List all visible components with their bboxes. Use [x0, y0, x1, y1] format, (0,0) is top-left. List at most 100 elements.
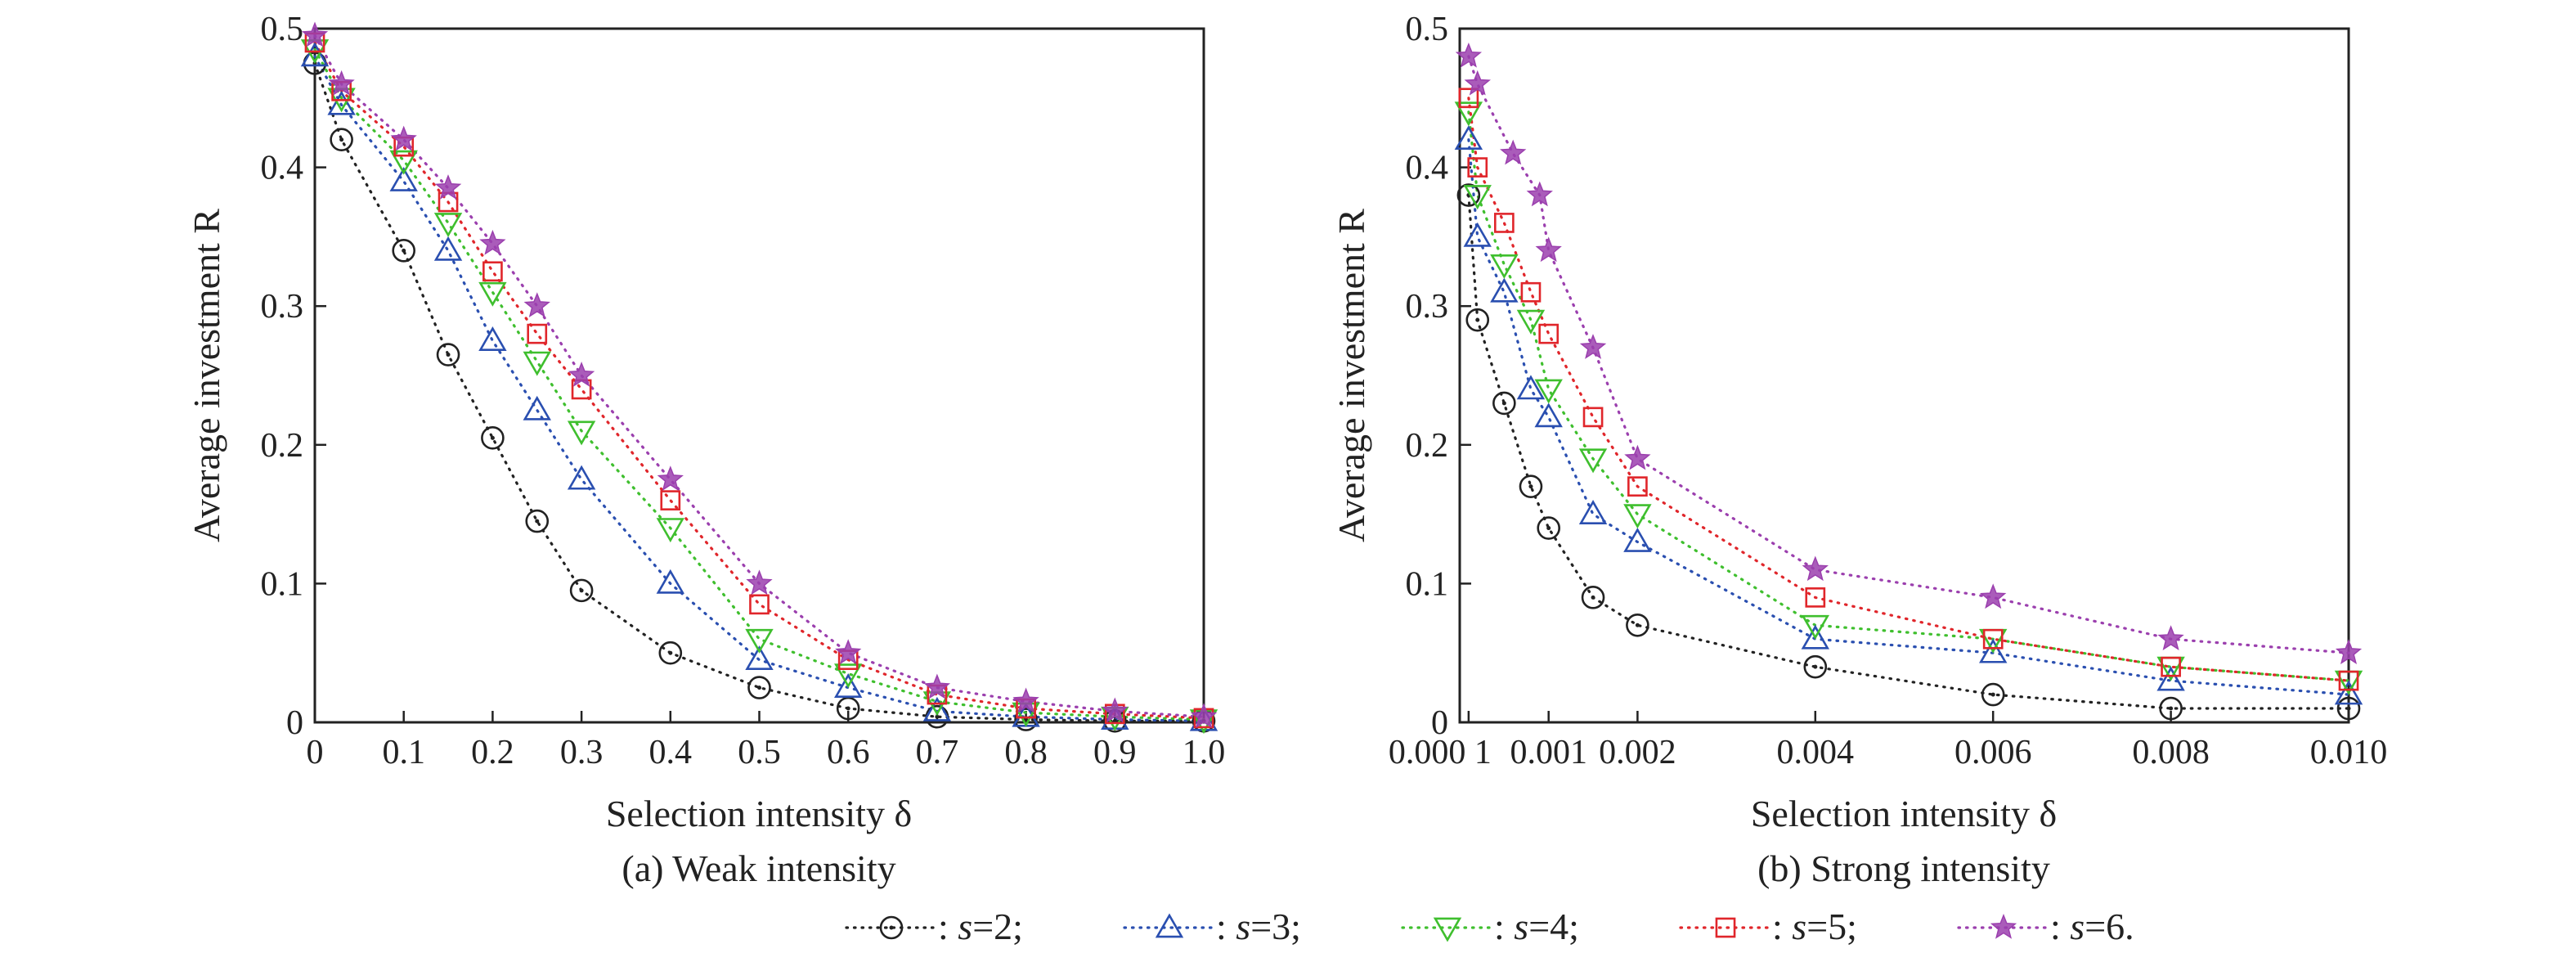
series-markers-a — [300, 21, 1218, 735]
x-tick-label: 0.1 — [382, 734, 425, 771]
data-point-s-2 — [1581, 586, 1605, 609]
data-point-s-3 — [567, 465, 596, 490]
data-point-s-4 — [433, 213, 463, 237]
data-point-s-2 — [330, 128, 353, 151]
data-point-s-3 — [922, 696, 952, 722]
data-point-s-5 — [482, 261, 503, 282]
data-point-s-3 — [1801, 624, 1829, 650]
data-point-s-6 — [1012, 687, 1039, 713]
data-point-s-2 — [1803, 654, 1828, 679]
data-point-s-4 — [1490, 254, 1519, 279]
data-point-s-6 — [328, 70, 355, 96]
series-line-s-3 — [1467, 138, 2350, 696]
data-point-s-2 — [392, 239, 416, 263]
series-line-s-4 — [1467, 110, 2350, 682]
data-point-s-6 — [1579, 334, 1607, 359]
x-tick-label: 0.000 1 — [1389, 734, 1492, 771]
series-markers-b — [1454, 42, 2363, 721]
legend-item: : s=2; — [845, 906, 1023, 947]
data-point-s-6 — [1980, 583, 2007, 609]
y-axis-label-a: Average investment R — [186, 209, 227, 542]
data-point-s-2 — [658, 641, 683, 665]
legend-label: : s=3; — [1216, 906, 1301, 947]
x-tick-label: 0.6 — [827, 734, 870, 771]
data-point-s-6 — [479, 229, 506, 255]
data-point-s-5 — [2338, 670, 2359, 691]
axis-ticks-a: 0 0.1 0.2 0.3 0.4 0.5 0 0.1 0.2 0.3 0.4 0.5 0.6 0.7 0.… — [261, 11, 1226, 771]
legend-variable: s — [958, 906, 972, 947]
data-point-s-4 — [1578, 448, 1608, 474]
legend-variable: s — [1236, 906, 1250, 947]
data-point-s-3 — [389, 167, 418, 191]
legend-variable: s — [1514, 906, 1528, 947]
y-tick-label: 0.1 — [1406, 565, 1449, 603]
data-point-s-4 — [478, 281, 507, 307]
data-point-s-3 — [1516, 375, 1546, 400]
data-point-s-6 — [523, 292, 550, 317]
x-axis-label-text-a: Selection intensity δ — [606, 793, 912, 834]
legend-value: =5; — [1806, 906, 1857, 947]
x-tick-label: 0.9 — [1093, 734, 1137, 771]
y-tick-label: 0.3 — [1406, 288, 1449, 326]
data-point-s-4 — [1516, 309, 1546, 335]
data-point-s-5 — [1494, 213, 1515, 233]
data-point-s-6 — [1464, 70, 1491, 96]
series-line-s-5 — [313, 41, 1205, 720]
legend-value: =4; — [1528, 906, 1579, 947]
y-tick-label: 0.2 — [261, 427, 304, 465]
data-point-s-5 — [1520, 281, 1542, 303]
y-tick-label: 0.2 — [1406, 427, 1449, 465]
legend-marker-icon — [1990, 913, 2017, 939]
data-point-s-5 — [749, 594, 770, 615]
data-point-s-4 — [567, 420, 596, 446]
x-tick-label: 0.4 — [649, 734, 693, 771]
legend-marker-icon — [1155, 913, 1184, 938]
data-point-s-6 — [657, 465, 684, 491]
data-point-s-2 — [925, 704, 949, 729]
data-point-s-5 — [1458, 88, 1479, 109]
plot-frame-a — [313, 27, 1205, 724]
y-axis-label-b: Average investment R — [1331, 209, 1372, 542]
data-point-s-4 — [1801, 614, 1829, 640]
y-tick-label: 0 — [286, 704, 303, 742]
legend-label: : s=2; — [938, 906, 1023, 947]
x-tick-label: 0.5 — [738, 734, 781, 771]
legend-item: : s=6. — [1957, 906, 2134, 947]
data-point-s-6 — [2335, 639, 2363, 664]
data-point-s-5 — [1467, 157, 1488, 178]
series-line-s-4 — [313, 47, 1205, 722]
legend: : s=2;: s=3;: s=4;: s=5;: s=6. — [845, 906, 2134, 947]
data-point-s-2 — [525, 509, 550, 533]
data-point-s-4 — [834, 663, 863, 689]
series-lines-b — [1467, 55, 2350, 710]
data-point-s-2 — [436, 343, 460, 366]
data-point-s-5 — [527, 323, 548, 344]
y-tick-label: 0.4 — [261, 150, 304, 187]
data-point-s-2 — [1626, 613, 1649, 637]
x-axis-label-b: Selection intensity δ — [1751, 793, 2057, 834]
x-tick-label: 0.004 — [1777, 734, 1855, 771]
chart-panel-b: 0 0.1 0.2 0.3 0.4 0.5 0.000 1 0.001 0.002 0.004 0.… — [1331, 11, 2387, 889]
legend-prefix: : — [1772, 906, 1792, 947]
legend-marker-icon — [1715, 917, 1736, 938]
data-point-s-5 — [1582, 407, 1604, 428]
data-point-s-4 — [1534, 379, 1563, 404]
data-point-s-3 — [745, 645, 774, 671]
legend-item: : s=5; — [1679, 906, 1857, 947]
data-point-s-4 — [745, 628, 774, 654]
data-point-s-6 — [301, 21, 329, 47]
data-point-s-3 — [523, 395, 551, 420]
data-point-s-6 — [1802, 555, 1829, 582]
caption-b: (b) Strong intensity — [1757, 847, 2050, 889]
data-point-s-3 — [1979, 638, 2008, 663]
legend-prefix: : — [1494, 906, 1514, 947]
data-point-s-6 — [2157, 625, 2184, 650]
data-point-s-2 — [1465, 308, 1490, 332]
data-point-s-2 — [836, 696, 860, 721]
series-line-s-6 — [1467, 55, 2350, 654]
data-point-s-6 — [1190, 703, 1218, 728]
legend-label: : s=5; — [1772, 906, 1857, 947]
data-point-s-6 — [746, 569, 773, 596]
x-tick-label: 0 — [307, 734, 324, 771]
